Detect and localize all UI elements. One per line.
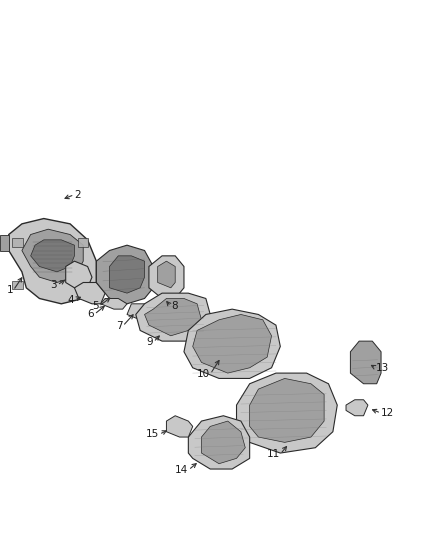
Polygon shape	[149, 256, 184, 298]
Polygon shape	[31, 240, 74, 272]
Polygon shape	[96, 245, 153, 304]
Polygon shape	[101, 298, 127, 309]
Polygon shape	[78, 281, 88, 289]
Text: 6: 6	[88, 310, 94, 319]
Polygon shape	[145, 298, 201, 336]
Text: 10: 10	[197, 369, 210, 379]
Polygon shape	[83, 282, 101, 298]
Text: 13: 13	[376, 363, 389, 373]
Text: 7: 7	[116, 321, 123, 331]
Text: 8: 8	[171, 302, 177, 311]
Polygon shape	[346, 400, 368, 416]
Text: 11: 11	[267, 449, 280, 459]
Polygon shape	[166, 416, 193, 437]
Text: 3: 3	[50, 280, 57, 290]
Polygon shape	[110, 256, 145, 293]
Polygon shape	[188, 416, 250, 469]
Polygon shape	[350, 341, 381, 384]
Polygon shape	[66, 261, 92, 288]
Polygon shape	[193, 314, 272, 373]
Text: 2: 2	[74, 190, 81, 199]
Polygon shape	[12, 281, 23, 289]
Text: 14: 14	[175, 465, 188, 475]
Polygon shape	[78, 238, 88, 247]
Polygon shape	[22, 229, 83, 282]
Text: 1: 1	[7, 286, 13, 295]
Polygon shape	[12, 238, 23, 247]
Text: 15: 15	[146, 430, 159, 439]
Polygon shape	[136, 293, 210, 341]
Polygon shape	[9, 219, 96, 304]
Text: 9: 9	[147, 337, 153, 347]
Polygon shape	[0, 235, 9, 251]
Text: 12: 12	[381, 408, 394, 418]
Polygon shape	[237, 373, 337, 453]
Polygon shape	[74, 282, 105, 304]
Polygon shape	[184, 309, 280, 378]
Polygon shape	[127, 304, 153, 320]
Polygon shape	[250, 378, 324, 442]
Text: 5: 5	[92, 302, 99, 311]
Polygon shape	[158, 261, 175, 288]
Text: 4: 4	[68, 295, 74, 304]
Polygon shape	[201, 421, 245, 464]
